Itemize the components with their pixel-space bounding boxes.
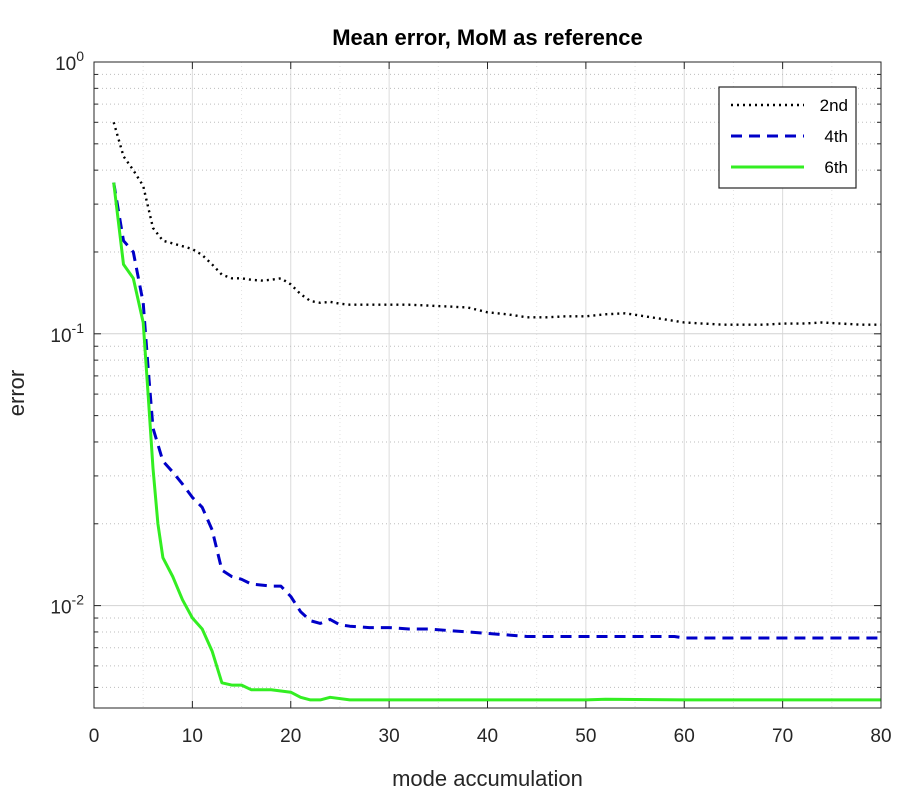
x-tick-label: 0	[89, 726, 100, 747]
chart-title: Mean error, MoM as reference	[332, 25, 643, 50]
legend-label-2nd: 2nd	[820, 96, 848, 115]
y-tick-label: 100	[55, 48, 84, 75]
ticks: 0 10 20 30 40 50 60 70 80 100 10-1 10-2	[50, 48, 891, 747]
y-tick-label: 10-1	[50, 320, 84, 347]
grid	[94, 62, 881, 708]
series-line-6th	[112, 182, 881, 702]
series-line-2nd	[112, 121, 881, 326]
y-axis-title: error	[4, 370, 29, 416]
x-tick-label: 60	[674, 726, 695, 747]
y-tick-label: 10-2	[50, 592, 84, 619]
legend-label-6th: 6th	[824, 158, 848, 177]
x-tick-label: 20	[280, 726, 301, 747]
legend-label-4th: 4th	[824, 127, 848, 146]
legend-items: 2nd 4th 6th	[731, 96, 848, 177]
x-tick-label: 10	[182, 726, 203, 747]
legend: 2nd 4th 6th	[718, 86, 857, 189]
x-tick-label: 80	[870, 726, 891, 747]
x-axis-title: mode accumulation	[392, 766, 583, 791]
series-group	[112, 121, 881, 702]
series-line-4th	[112, 182, 881, 640]
x-tick-label: 70	[772, 726, 793, 747]
x-tick-label: 30	[379, 726, 400, 747]
x-tick-label: 40	[477, 726, 498, 747]
x-tick-label: 50	[575, 726, 596, 747]
